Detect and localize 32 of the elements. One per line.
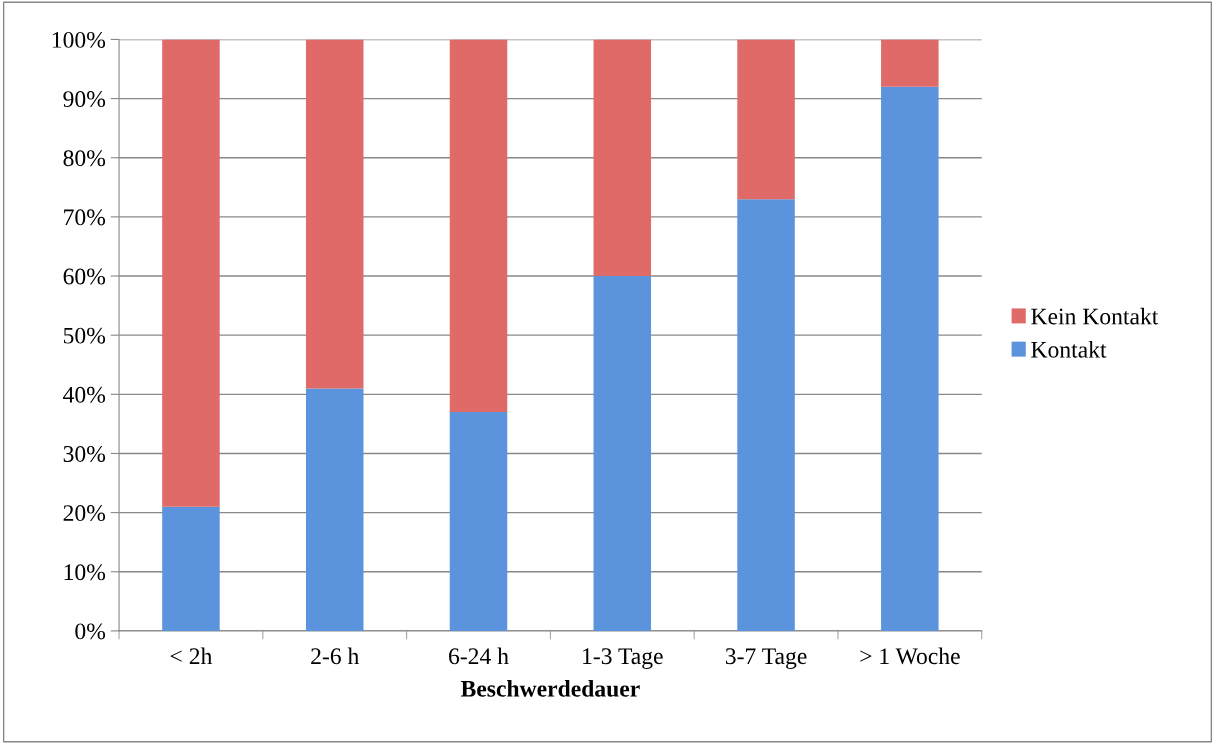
bar [593,39,652,277]
x-tick-label: 2-6 h [311,647,360,665]
y-tick-label: 40% [63,386,106,403]
x-tick-label: < 2h [170,647,213,664]
y-tick-label: 90% [63,91,106,108]
legend-label: Kein Kontakt [1031,307,1159,325]
y-tick-label: 50% [63,327,106,344]
bar [593,276,652,631]
bar [881,39,939,87]
y-tick-label: 20% [63,505,106,522]
bar [449,39,508,413]
bar [737,39,795,200]
bar [162,39,220,507]
x-axis-title: Beschwerdedauer [460,680,640,697]
x-tick-label: 1-3 Tage [583,648,663,669]
y-tick-label: 100% [52,31,106,48]
x-tick-label: > 1 Woche [860,647,960,665]
bar [881,86,939,631]
y-tick-label: 0% [75,623,106,640]
x-tick-label: 3-7 Tage [725,648,807,669]
bar [737,199,795,631]
y-tick-label: 80% [63,150,106,167]
bar [449,412,508,631]
legend-label: Kontakt [1031,341,1107,358]
bar [305,388,364,631]
y-tick-label: 10% [64,564,106,581]
y-tick-label: 70% [64,209,106,226]
bar [305,39,364,389]
y-tick-label: 60% [63,268,106,285]
x-tick-label: 6-24 h [449,647,509,665]
bar [162,506,220,631]
y-tick-label: 30% [63,445,106,462]
